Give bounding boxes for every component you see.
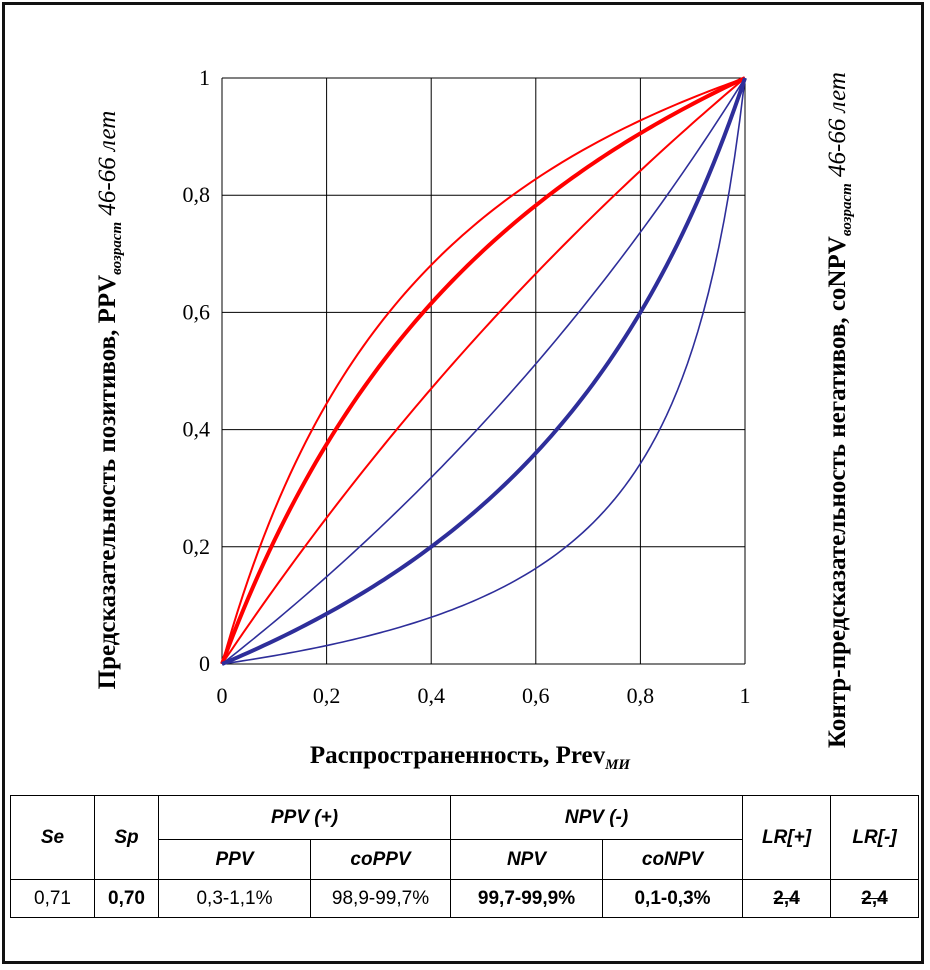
header-npv-group: NPV (-) bbox=[449, 795, 744, 840]
header-npv: NPV bbox=[450, 839, 603, 880]
value-npv: 99,7-99,9% bbox=[450, 879, 603, 918]
y-tick-label: 0,6 bbox=[183, 299, 211, 324]
y-left-sub: возраст bbox=[109, 221, 125, 275]
y-left-main: Предсказательность позитивов, PPV bbox=[94, 274, 121, 690]
header-se: Se bbox=[10, 795, 95, 880]
x-tick-label: 0,8 bbox=[627, 683, 655, 708]
x-sub: МИ bbox=[605, 757, 631, 773]
header-lr-plus: LR[+] bbox=[742, 795, 832, 880]
y-right-sub: возраст bbox=[839, 183, 855, 237]
header-coppv: coPPV bbox=[310, 839, 451, 880]
header-conpv: coNPV bbox=[601, 839, 744, 880]
ppv-curve bbox=[221, 77, 746, 665]
ppv-curve bbox=[220, 76, 746, 665]
value-lr-minus: 2,4 bbox=[830, 879, 920, 918]
x-tick-label: 1 bbox=[740, 683, 751, 708]
value-ppv: 0,3-1,1% bbox=[158, 879, 311, 918]
x-main: Распространенность, Prev bbox=[309, 742, 606, 769]
y-right-main: Контр-предсказательность негативов, coNP… bbox=[824, 236, 851, 748]
y-tick-label: 0,2 bbox=[183, 534, 211, 559]
x-tick-label: 0,4 bbox=[417, 683, 445, 708]
y-tick-label: 0 bbox=[199, 651, 210, 676]
x-tick-label: 0,6 bbox=[522, 683, 550, 708]
header-ppv-group: PPV (+) bbox=[158, 795, 451, 840]
y-tick-label: 0,8 bbox=[183, 182, 211, 207]
value-se: 0,71 bbox=[10, 879, 95, 918]
y-tick-label: 1 bbox=[199, 65, 210, 90]
stats-table: Se Sp PPV (+) NPV (-) LR[+] LR[-] PPV co… bbox=[10, 795, 920, 918]
chart-curves bbox=[220, 76, 747, 666]
header-lr-minus: LR[-] bbox=[830, 795, 920, 880]
y-left-suffix: 46-66 лет bbox=[94, 110, 121, 216]
conpv-curve bbox=[221, 77, 746, 665]
y-tick-label: 0,4 bbox=[183, 417, 211, 442]
chart-grid bbox=[221, 77, 746, 665]
y-right-suffix: 46-66 лет bbox=[824, 72, 851, 177]
x-axis-label: Распространенность, PrevМИ bbox=[310, 742, 630, 774]
value-lr-plus: 2,4 bbox=[742, 879, 832, 918]
ppv-curve bbox=[221, 77, 746, 665]
x-tick-label: 0 bbox=[217, 683, 228, 708]
value-conpv: 0,1-0,3% bbox=[601, 879, 744, 918]
header-ppv: PPV bbox=[158, 839, 311, 880]
y-axis-right-label: Контр-предсказательность негативов, coNP… bbox=[824, 72, 856, 748]
x-tick-label: 0,2 bbox=[313, 683, 341, 708]
y-axis-left-label: Предсказательность позитивов, PPVвозраст… bbox=[94, 111, 126, 690]
value-coppv: 98,9-99,7% bbox=[310, 879, 451, 918]
conpv-curve bbox=[221, 77, 747, 666]
chart-ticks: 0 0,2 0,4 0,6 0,8 1 0 0,2 0,4 0,6 0,8 1 bbox=[183, 65, 751, 708]
value-sp: 0,70 bbox=[94, 879, 159, 918]
conpv-curve bbox=[221, 77, 746, 665]
header-sp: Sp bbox=[94, 795, 159, 880]
